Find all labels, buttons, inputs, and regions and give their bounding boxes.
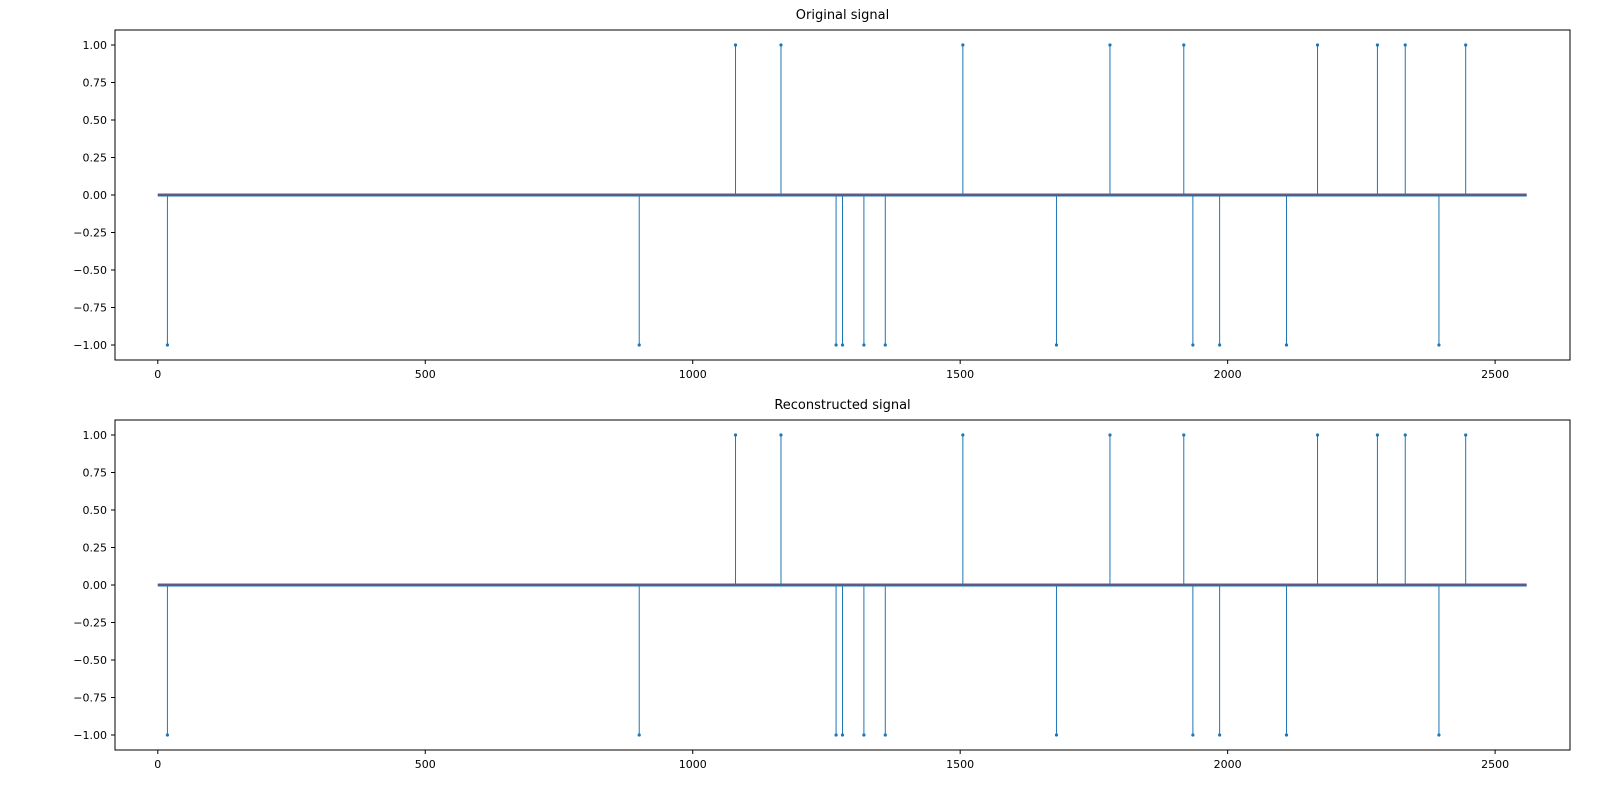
marker [1437, 733, 1440, 736]
marker [841, 343, 844, 346]
marker [1285, 733, 1288, 736]
marker [638, 343, 641, 346]
xtick-label: 2500 [1481, 368, 1509, 381]
ytick-label: 0.50 [83, 504, 108, 517]
marker [884, 343, 887, 346]
marker [1376, 433, 1379, 436]
marker [834, 733, 837, 736]
ytick-label: 0.25 [83, 542, 108, 555]
subplot-original: Original signal −1.00−0.75−0.50−0.250.00… [115, 30, 1570, 360]
ytick-label: −0.25 [73, 227, 107, 240]
xtick-label: 1500 [946, 368, 974, 381]
marker [1404, 433, 1407, 436]
xtick-label: 2500 [1481, 758, 1509, 771]
plot-svg: −1.00 −0.75 −0.50 −0.25 0.00 0.25 0.50 0.75 1.00… [65, 420, 1580, 790]
ytick-label: 0.00 [83, 579, 108, 592]
marker [841, 733, 844, 736]
xtick-label: 500 [415, 758, 436, 771]
marker [1376, 43, 1379, 46]
marker [1285, 343, 1288, 346]
ytick-label: 0.50 [83, 114, 108, 127]
marker [734, 433, 737, 436]
ytick-label: 0.75 [83, 467, 108, 480]
ytick-label: −0.25 [73, 617, 107, 630]
ytick-label: 0.25 [83, 152, 108, 165]
marker [961, 43, 964, 46]
xtick-label: 500 [415, 368, 436, 381]
ytick-label: 0.00 [83, 189, 108, 202]
marker [1464, 433, 1467, 436]
marker [166, 343, 169, 346]
marker [1218, 343, 1221, 346]
ytick-label: −0.50 [73, 654, 107, 667]
ytick-label: 0.75 [83, 77, 108, 90]
xtick-label: 0 [154, 368, 161, 381]
plot-svg: −1.00 −0.75 −0.50 −0.25 0.00 0.25 0.50 0.75 1.00… [65, 30, 1580, 400]
marker [779, 433, 782, 436]
marker [961, 433, 964, 436]
marker [1108, 43, 1111, 46]
marker [638, 733, 641, 736]
marker [1316, 433, 1319, 436]
marker [884, 733, 887, 736]
xtick-label: 1000 [679, 368, 707, 381]
marker [1437, 343, 1440, 346]
marker [1108, 433, 1111, 436]
marker [1218, 733, 1221, 736]
marker [166, 733, 169, 736]
marker [1055, 343, 1058, 346]
ytick-label: −1.00 [73, 729, 107, 742]
title-original: Original signal [115, 8, 1570, 23]
marker [862, 733, 865, 736]
marker [1182, 433, 1185, 436]
marker [1404, 43, 1407, 46]
marker [1191, 733, 1194, 736]
marker [1055, 733, 1058, 736]
xtick-label: 1000 [679, 758, 707, 771]
subplot-reconstructed: Reconstructed signal −1.00−0.75−0.50−0.2… [115, 420, 1570, 750]
marker [1191, 343, 1194, 346]
marker [779, 43, 782, 46]
ytick-label: −0.50 [73, 264, 107, 277]
ytick-label: 1.00 [83, 39, 108, 52]
ytick-label: −0.75 [73, 692, 107, 705]
marker [862, 343, 865, 346]
xtick-label: 2000 [1214, 758, 1242, 771]
xtick-label: 0 [154, 758, 161, 771]
marker [1316, 43, 1319, 46]
ytick-label: −1.00 [73, 339, 107, 352]
marker [1464, 43, 1467, 46]
xtick-label: 1500 [946, 758, 974, 771]
marker [734, 43, 737, 46]
marker [834, 343, 837, 346]
xtick-label: 2000 [1214, 368, 1242, 381]
ytick-label: −0.75 [73, 302, 107, 315]
title-reconstructed: Reconstructed signal [115, 398, 1570, 413]
figure: Original signal −1.00 −0.75 −0.50 −0.25 0.00… [0, 0, 1600, 800]
ytick-label: 1.00 [83, 429, 108, 442]
marker [1182, 43, 1185, 46]
